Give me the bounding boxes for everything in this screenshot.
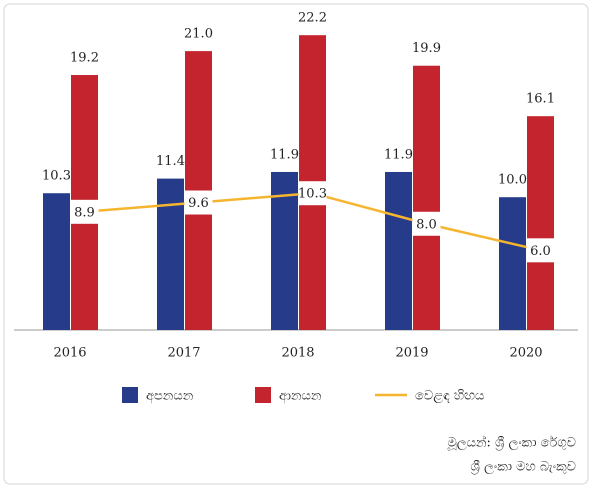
bar [43, 193, 70, 330]
value-label: 10.0 [498, 173, 527, 188]
legend-label: ආනයන [279, 389, 322, 404]
line-label-box [70, 199, 99, 224]
bar [385, 171, 412, 330]
line-label-box [526, 238, 555, 263]
bar [157, 178, 184, 330]
x-tick-label: 2017 [167, 346, 200, 361]
x-tick-label: 2019 [395, 346, 428, 361]
value-label: 11.9 [384, 147, 413, 162]
value-label: 8.9 [74, 205, 95, 220]
source-line: ශ්‍රී ලංකා මහ බැංකුව [471, 460, 576, 475]
line-label-box [184, 190, 213, 215]
value-label: 8.0 [416, 217, 437, 232]
x-tick-label: 2020 [509, 346, 542, 361]
bar [527, 116, 554, 330]
value-label: 19.9 [412, 41, 441, 56]
legend-swatch [122, 387, 138, 403]
bar [413, 65, 440, 330]
value-label: 6.0 [530, 244, 551, 259]
legend-label: වෙළඳ හිඟය [415, 389, 484, 404]
source-line: මූලයන්: ශ්‍රී ලංකා රේගුව [447, 434, 576, 450]
bar [499, 197, 526, 330]
chart-frame [3, 3, 589, 485]
value-label: 11.4 [156, 154, 185, 169]
value-label: 9.6 [188, 196, 209, 211]
line-label-box [412, 211, 441, 236]
value-label: 19.2 [70, 51, 99, 66]
value-label: 21.0 [184, 27, 213, 42]
value-label: 22.2 [298, 11, 327, 26]
value-label: 10.3 [298, 187, 327, 202]
legend-label: අපනයන [146, 389, 194, 404]
line-label-box [298, 181, 327, 206]
x-tick-label: 2018 [281, 346, 314, 361]
x-tick-label: 2016 [53, 346, 86, 361]
value-label: 16.1 [526, 92, 555, 107]
value-label: 10.3 [42, 169, 71, 184]
value-label: 11.9 [270, 147, 299, 162]
legend-swatch [255, 387, 271, 403]
bar [271, 171, 298, 330]
